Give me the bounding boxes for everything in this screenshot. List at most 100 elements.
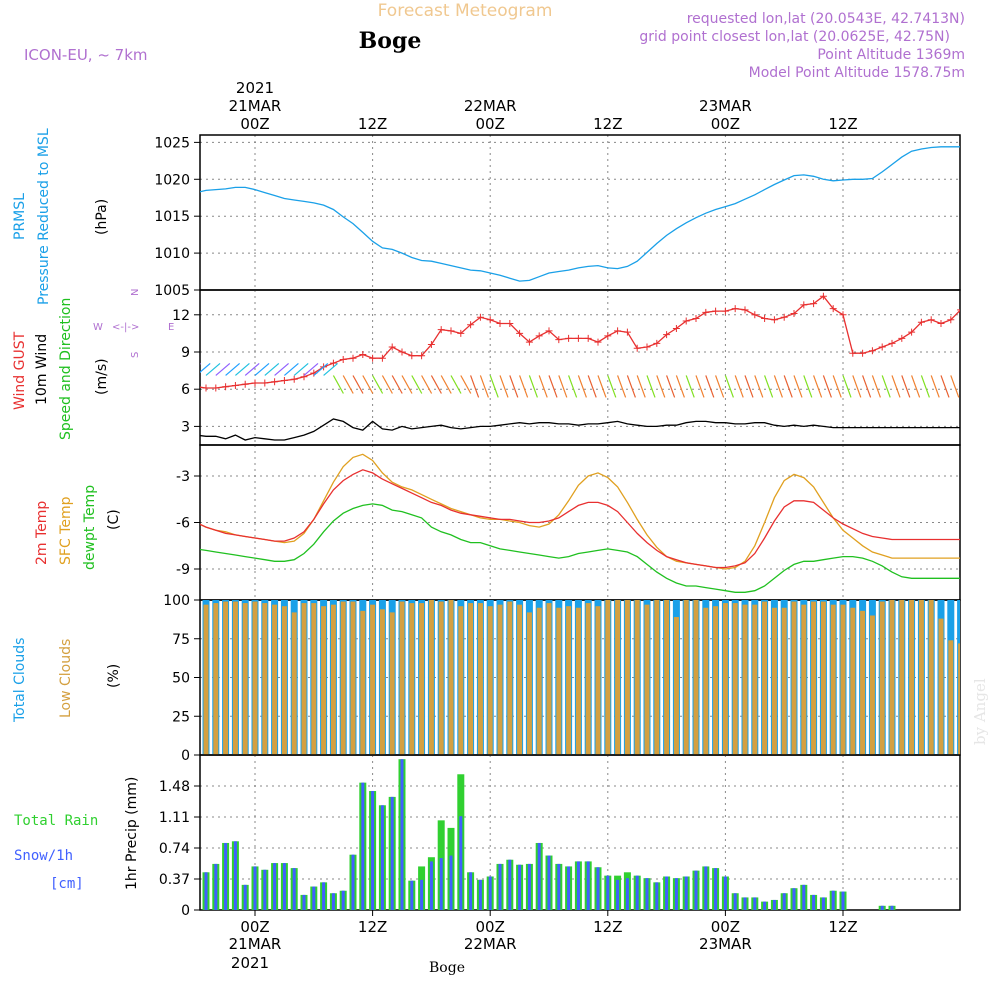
low-cloud-bar [242,603,248,755]
wind-barb [685,375,695,398]
low-cloud-bar [497,604,503,755]
top-date-label: 22MAR [464,97,517,115]
y-tick-label: -6 [176,516,190,532]
gust-marker [300,373,308,381]
wind-barb [177,363,191,375]
gust-marker [712,307,720,315]
watermark: by Angel [971,678,989,745]
wind-barb [734,375,744,398]
wind-barb [911,375,921,398]
snow-bar [214,863,218,910]
wind-barb [901,375,911,398]
wind-barb [617,375,627,398]
low-cloud-bar [399,601,405,755]
gust-marker [878,343,886,351]
gust-marker [565,334,573,342]
gust-marker [447,327,455,335]
low-cloud-bar [791,601,797,755]
gust-marker [261,379,269,387]
snow-bar [772,899,776,910]
wind-barb [842,375,852,398]
low-cloud-bar [938,618,944,755]
wind-barb [920,375,930,398]
low-cloud-bar [830,604,836,755]
sfc-temp-label: SFC Temp [58,496,74,565]
snow-bar [645,878,649,910]
snow-bar [469,872,473,910]
wind-speed-line [200,418,960,441]
gust-marker [908,328,916,336]
low-cloud-bar [340,601,346,755]
wind-barb [881,375,891,398]
bottom-time-label: 12Z [593,918,622,936]
gust-marker [535,332,543,340]
top-time-label: 12Z [593,115,622,133]
svg-text:S: S [130,352,141,358]
snow-bar [547,855,551,910]
wind-barb [352,375,364,394]
wind-barb [813,375,823,398]
gust-marker [349,354,357,362]
low-cloud-bar [262,603,268,755]
low-cloud-bar [330,604,336,755]
snow-bar [576,861,580,910]
low-cloud-bar [634,600,640,755]
snow-bar [821,897,825,910]
low-cloud-bar [624,600,630,755]
snow-bar [322,882,326,910]
snow-bar [753,897,757,910]
precip-panel: 0 0.37 0.74 1.11 1.48 [159,754,961,919]
gust-marker [388,343,396,351]
gust-marker [173,382,180,389]
wind-barb [724,375,734,398]
gust-marker [702,308,710,316]
snow-bar [733,893,737,910]
model-label: ICON-EU, ~ 7km [24,46,148,64]
wind-barb [656,375,666,398]
gust-marker [780,313,788,321]
snow-bar [596,867,600,910]
wind-barb [715,375,725,398]
low-cloud-bar [683,600,689,755]
gust-marker [241,380,249,388]
gust-marker [898,334,906,342]
wind-barb [626,375,636,398]
snow-bar [282,863,286,910]
precip-unit: 1hr Precip (mm) [124,777,140,890]
wind-barb [293,363,309,376]
wind-barb [832,375,842,398]
low-cloud-bar [605,600,611,755]
point-altitude: Point Altitude 1369m [817,47,965,63]
snow-bar [518,864,522,910]
wind-barb [862,375,872,398]
wind-barb [803,375,813,398]
snow-bar [263,869,267,910]
snow-bar [567,866,571,910]
snow-bar [527,863,531,910]
wind-barb [822,375,832,398]
low-cloud-bar [644,604,650,755]
low-cloud-bar [850,607,856,755]
svg-text:N: N [130,289,141,296]
low-cloud-bar [722,603,728,755]
gust-marker [987,305,994,312]
gust-marker [525,338,533,346]
low-cloud-bar [762,601,768,755]
wind-barb [200,363,201,365]
top-time-label: 00Z [476,115,505,133]
wind-barb [479,375,489,398]
low-cloud-bar [321,606,327,755]
snow-bar [341,890,345,910]
pressure-panel: 1005 1010 1015 1020 1025 [154,134,961,299]
snow-bar [253,866,257,910]
compass-rose-icon: W <-|-> E N S [93,289,174,358]
gust-marker [917,318,925,326]
low-cloud-bar [673,617,679,755]
low-cloud-bar [899,600,905,755]
gust-marker [937,319,945,327]
gust-marker [692,315,700,323]
low-cloud-bar [223,601,229,755]
wind-barb [528,375,538,398]
wind-barb [538,375,548,398]
